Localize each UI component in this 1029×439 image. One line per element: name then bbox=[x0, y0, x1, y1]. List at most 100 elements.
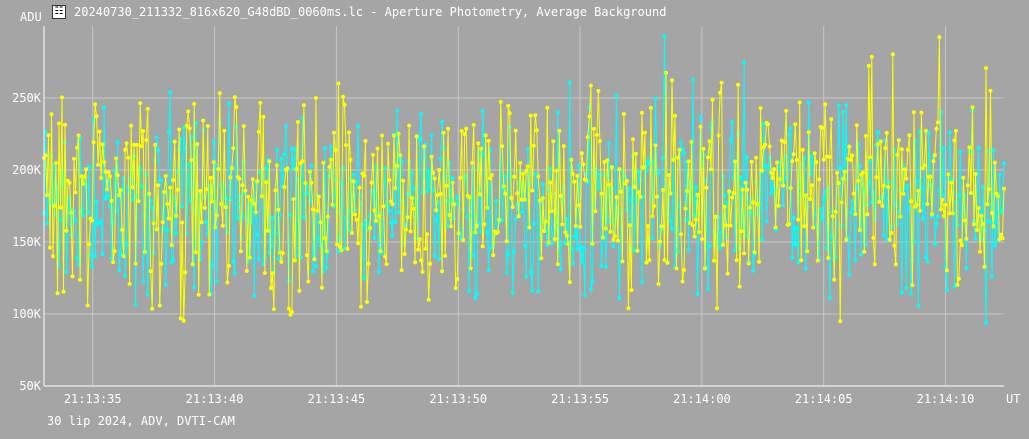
data-point bbox=[85, 303, 90, 308]
data-point bbox=[868, 155, 873, 160]
data-point bbox=[428, 261, 433, 266]
data-point bbox=[276, 207, 281, 212]
data-point bbox=[216, 167, 221, 172]
data-point bbox=[480, 244, 485, 249]
data-point bbox=[148, 269, 153, 274]
data-point bbox=[174, 213, 179, 218]
data-point bbox=[990, 274, 994, 279]
data-point bbox=[925, 202, 930, 207]
data-point bbox=[937, 35, 942, 40]
data-point bbox=[889, 231, 894, 235]
data-point bbox=[868, 159, 873, 164]
data-point bbox=[851, 191, 856, 196]
data-point bbox=[45, 193, 49, 198]
data-point bbox=[226, 101, 231, 106]
data-point bbox=[908, 199, 913, 204]
data-point bbox=[997, 173, 1002, 178]
data-point bbox=[238, 249, 243, 254]
data-point bbox=[117, 268, 122, 273]
data-point bbox=[987, 187, 991, 192]
data-point bbox=[567, 280, 572, 285]
data-point bbox=[127, 281, 132, 286]
data-point bbox=[618, 189, 623, 194]
data-point bbox=[648, 105, 653, 110]
data-point bbox=[94, 199, 99, 204]
data-point bbox=[199, 220, 204, 225]
data-point bbox=[178, 316, 183, 321]
data-point bbox=[297, 288, 302, 293]
data-point bbox=[575, 247, 580, 251]
data-point bbox=[102, 105, 107, 110]
data-point bbox=[319, 285, 324, 290]
data-point bbox=[629, 288, 634, 293]
data-point bbox=[797, 100, 802, 105]
data-point bbox=[679, 140, 683, 145]
data-point bbox=[907, 133, 912, 138]
data-point bbox=[632, 185, 637, 189]
data-point bbox=[636, 190, 641, 195]
data-point bbox=[958, 238, 963, 243]
data-point bbox=[195, 142, 200, 147]
data-point bbox=[378, 249, 383, 254]
data-point bbox=[935, 214, 940, 219]
data-point bbox=[372, 208, 377, 213]
data-point bbox=[446, 126, 451, 131]
data-point bbox=[267, 159, 272, 164]
data-point bbox=[336, 249, 341, 254]
data-point bbox=[506, 252, 511, 257]
data-point bbox=[72, 156, 76, 161]
data-point bbox=[112, 249, 117, 254]
data-point bbox=[655, 194, 659, 199]
data-point bbox=[157, 303, 162, 308]
data-point bbox=[863, 134, 868, 138]
data-point bbox=[449, 224, 454, 229]
data-point bbox=[431, 170, 436, 175]
data-point bbox=[393, 219, 398, 224]
data-point bbox=[105, 194, 110, 199]
data-point bbox=[75, 145, 80, 150]
data-point bbox=[902, 167, 907, 172]
data-point bbox=[531, 143, 536, 148]
data-point bbox=[246, 194, 251, 199]
data-point bbox=[673, 113, 677, 118]
data-point bbox=[862, 249, 867, 254]
data-point bbox=[826, 256, 831, 260]
data-point bbox=[979, 213, 984, 218]
data-point bbox=[250, 177, 255, 182]
lightcurve-app-icon[interactable]: ☷ bbox=[52, 5, 66, 19]
data-point bbox=[435, 193, 440, 198]
data-point bbox=[824, 154, 829, 159]
data-point bbox=[731, 191, 736, 196]
data-point bbox=[94, 114, 99, 119]
data-point bbox=[691, 223, 695, 228]
data-point bbox=[555, 110, 560, 115]
data-point bbox=[404, 227, 409, 232]
data-point bbox=[117, 193, 122, 198]
data-point bbox=[129, 123, 134, 128]
data-point bbox=[653, 143, 658, 148]
data-point bbox=[757, 259, 762, 264]
data-point bbox=[199, 240, 204, 245]
data-point bbox=[318, 220, 323, 225]
data-point bbox=[181, 125, 186, 130]
data-point bbox=[423, 246, 428, 251]
data-point bbox=[141, 279, 146, 284]
data-point bbox=[716, 133, 721, 138]
data-point bbox=[362, 276, 366, 281]
data-point bbox=[548, 166, 553, 171]
data-point bbox=[784, 154, 789, 159]
data-point bbox=[310, 269, 315, 274]
data-point bbox=[105, 187, 110, 192]
data-point bbox=[947, 130, 952, 135]
data-point bbox=[929, 212, 934, 217]
data-point bbox=[49, 112, 54, 117]
data-point bbox=[452, 202, 457, 207]
data-point bbox=[473, 230, 478, 235]
data-point bbox=[892, 147, 897, 152]
data-point bbox=[291, 165, 296, 170]
data-point bbox=[425, 189, 430, 194]
data-point bbox=[336, 81, 341, 86]
data-point bbox=[844, 103, 849, 108]
data-point bbox=[545, 105, 550, 110]
